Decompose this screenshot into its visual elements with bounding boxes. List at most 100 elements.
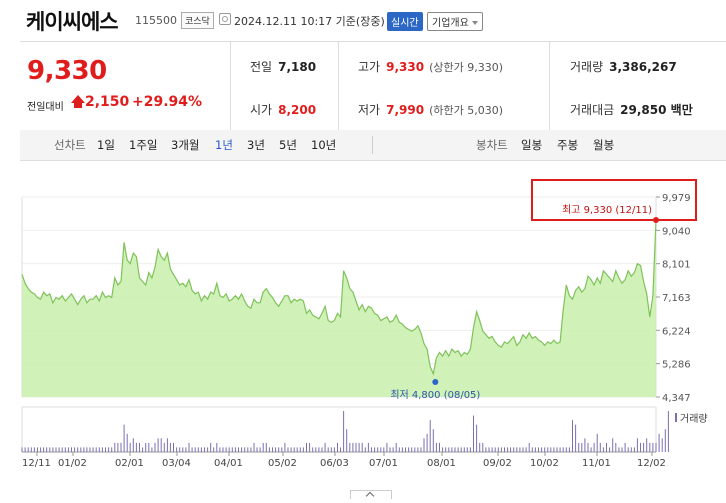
tab-3m[interactable]: 3개월 xyxy=(171,138,200,152)
volume-bar xyxy=(476,424,478,452)
volume-bar xyxy=(204,447,205,452)
volume-bar xyxy=(27,447,29,452)
collapse-handle[interactable] xyxy=(350,490,392,501)
volume-bar xyxy=(98,447,100,452)
volume-bar xyxy=(299,447,301,452)
volume-bar xyxy=(58,447,60,452)
volume-bar xyxy=(439,442,440,452)
stat-label: 시가 xyxy=(250,103,273,117)
volume-bar xyxy=(420,447,422,452)
volume-bar xyxy=(587,442,589,452)
divider xyxy=(549,42,550,130)
volume-bar xyxy=(216,442,218,452)
volume-bar xyxy=(627,447,629,452)
volume-bar xyxy=(541,447,543,452)
volume-bar xyxy=(101,447,103,452)
tab-weekly[interactable]: 주봉 xyxy=(557,138,579,152)
volume-bar xyxy=(182,447,184,452)
volume-bar xyxy=(519,447,521,452)
volume-bar xyxy=(575,424,577,452)
volume-bar xyxy=(272,447,273,452)
volume-bar xyxy=(435,442,437,452)
volume-bar xyxy=(599,442,601,452)
tab-daily[interactable]: 일봉 xyxy=(521,138,543,152)
high-annotation: 최고 9,330 (12/11) xyxy=(562,204,652,216)
stock-code: 115500 xyxy=(135,14,177,27)
volume-bar xyxy=(531,447,533,452)
volume-bar xyxy=(516,447,518,452)
volume-bar xyxy=(49,447,51,452)
y-tick-label: 9,040 xyxy=(662,226,691,237)
volume-bar xyxy=(606,442,607,452)
volume-bar xyxy=(485,447,487,452)
volume-bar xyxy=(454,447,456,452)
x-tick-label: 12/02 xyxy=(637,458,666,469)
volume-bar xyxy=(646,438,648,452)
volume-bar xyxy=(290,447,292,452)
volume-bar xyxy=(405,447,406,452)
volume-bar xyxy=(139,442,140,452)
change-value: 2,150 xyxy=(85,94,130,110)
volume-bar xyxy=(649,442,651,452)
tab-1w[interactable]: 1주일 xyxy=(129,138,158,152)
volume-bar xyxy=(287,447,289,452)
volume-bar xyxy=(166,438,168,452)
volume-bar xyxy=(265,442,267,452)
volume-bar xyxy=(426,433,428,452)
volume-bar xyxy=(247,447,249,452)
price-chart: 9,979 9,040 8,101 7,163 6,224 5,286 4,347 12/1… xyxy=(0,160,726,501)
volume-bar xyxy=(590,447,592,452)
volume-bar xyxy=(596,433,598,452)
volume-bar xyxy=(491,447,493,452)
volume-bar xyxy=(169,442,171,452)
y-tick-label: 8,101 xyxy=(662,260,691,271)
volume-legend-icon xyxy=(675,413,677,422)
volume-bar xyxy=(312,447,314,452)
volume-bar xyxy=(578,442,580,452)
volume-bar xyxy=(395,442,397,452)
volume-bar xyxy=(321,447,323,452)
stat-label: 거래량 xyxy=(570,60,604,74)
volume-bar xyxy=(352,442,354,452)
volume-bar xyxy=(256,447,258,452)
tab-3y[interactable]: 3년 xyxy=(247,138,265,152)
tab-5y[interactable]: 5년 xyxy=(279,138,297,152)
y-tick-label: 6,224 xyxy=(662,326,691,337)
volume-bar xyxy=(284,442,286,452)
volume-bar xyxy=(572,420,573,452)
stat-value: 8,200 xyxy=(278,103,317,117)
volume-bar xyxy=(228,447,230,452)
volume-bar xyxy=(278,447,280,452)
volume-bar xyxy=(40,447,42,452)
volume-bar xyxy=(364,447,366,452)
volume-bar xyxy=(142,447,144,452)
volume-bar xyxy=(21,447,23,452)
volume-bar xyxy=(562,447,564,452)
volume-bar xyxy=(479,442,481,452)
company-overview-button[interactable]: 기업개요 xyxy=(427,12,483,31)
volume-bar xyxy=(324,442,326,452)
volume-bar xyxy=(132,438,134,452)
tab-1d[interactable]: 1일 xyxy=(97,138,115,152)
volume-bar xyxy=(640,442,641,452)
current-price-box: 9,330 전일대비 2,150 +29.94% xyxy=(20,42,231,130)
volume-bar xyxy=(612,438,614,452)
volume-bar xyxy=(71,447,72,452)
y-tick-label: 4,347 xyxy=(662,393,691,404)
tab-1y[interactable]: 1년 xyxy=(215,138,233,152)
volume-bar xyxy=(568,447,570,452)
volume-bar xyxy=(661,438,663,452)
volume-bar xyxy=(250,447,252,452)
volume-bar xyxy=(398,447,400,452)
tab-10y[interactable]: 10년 xyxy=(311,138,337,152)
low-marker xyxy=(432,379,439,385)
volume-bar xyxy=(114,442,116,452)
x-tick-label: 12/11 xyxy=(22,458,51,469)
volume-bar xyxy=(86,447,88,452)
volume-bar xyxy=(581,442,583,452)
tab-monthly[interactable]: 월봉 xyxy=(593,138,615,152)
x-tick-label: 02/01 xyxy=(115,458,144,469)
volume-bar xyxy=(414,447,416,452)
realtime-button[interactable]: 실시간 xyxy=(387,12,423,31)
volume-bar xyxy=(374,447,376,452)
